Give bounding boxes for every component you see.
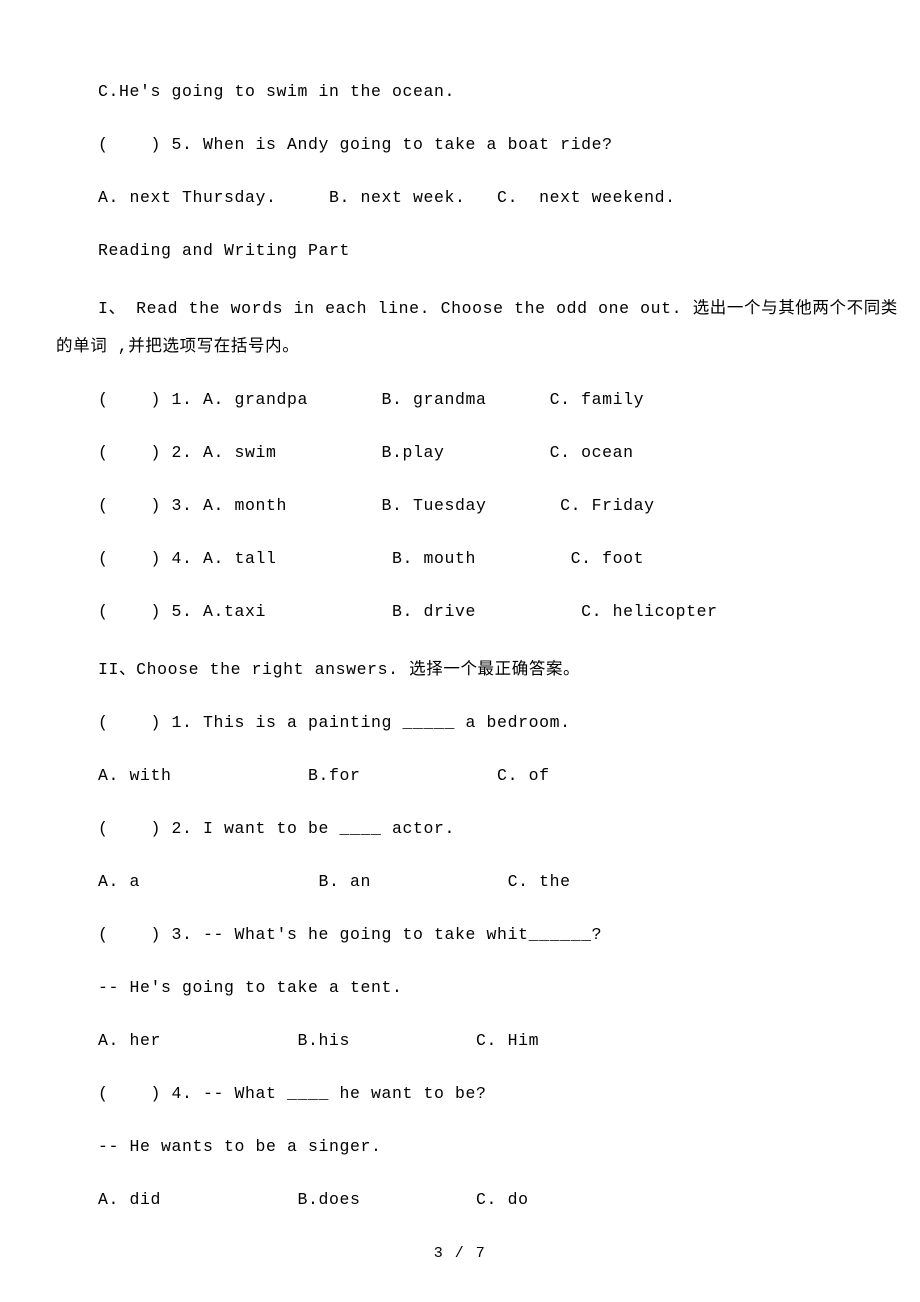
section-header-reading-writing: Reading and Writing Part	[56, 241, 864, 260]
section-i-q4: ( ) 4. A. tall B. mouth C. foot	[56, 549, 864, 568]
section-i-title-line1: I、 Read the words in each line. Choose t…	[56, 294, 864, 318]
question-option-c: C.He's going to swim in the ocean.	[56, 82, 864, 101]
section-ii-title: II、Choose the right answers. 选择一个最正确答案。	[56, 655, 864, 679]
section-ii-q4: ( ) 4. -- What ____ he want to be?	[56, 1084, 864, 1103]
question-5: ( ) 5. When is Andy going to take a boat…	[56, 135, 864, 154]
section-i-q3: ( ) 3. A. month B. Tuesday C. Friday	[56, 496, 864, 515]
section-ii-q2-options: A. a B. an C. the	[56, 872, 864, 891]
section-i-q1: ( ) 1. A. grandpa B. grandma C. family	[56, 390, 864, 409]
question-5-options: A. next Thursday. B. next week. C. next …	[56, 188, 864, 207]
section-ii-q2: ( ) 2. I want to be ____ actor.	[56, 819, 864, 838]
section-ii-q3-options: A. her B.his C. Him	[56, 1031, 864, 1050]
section-ii-q1: ( ) 1. This is a painting _____ a bedroo…	[56, 713, 864, 732]
page-number: 3 / 7	[0, 1245, 920, 1262]
section-i-q5: ( ) 5. A.taxi B. drive C. helicopter	[56, 602, 864, 621]
section-i-title-line2: 的单词 ,并把选项写在括号内。	[56, 332, 864, 356]
section-i-q2: ( ) 2. A. swim B.play C. ocean	[56, 443, 864, 462]
section-ii-q3-followup: -- He's going to take a tent.	[56, 978, 864, 997]
section-ii-q3: ( ) 3. -- What's he going to take whit__…	[56, 925, 864, 944]
section-ii-q4-options: A. did B.does C. do	[56, 1190, 864, 1209]
section-ii-q4-followup: -- He wants to be a singer.	[56, 1137, 864, 1156]
section-ii-q1-options: A. with B.for C. of	[56, 766, 864, 785]
document-page: C.He's going to swim in the ocean. ( ) 5…	[0, 0, 920, 1302]
